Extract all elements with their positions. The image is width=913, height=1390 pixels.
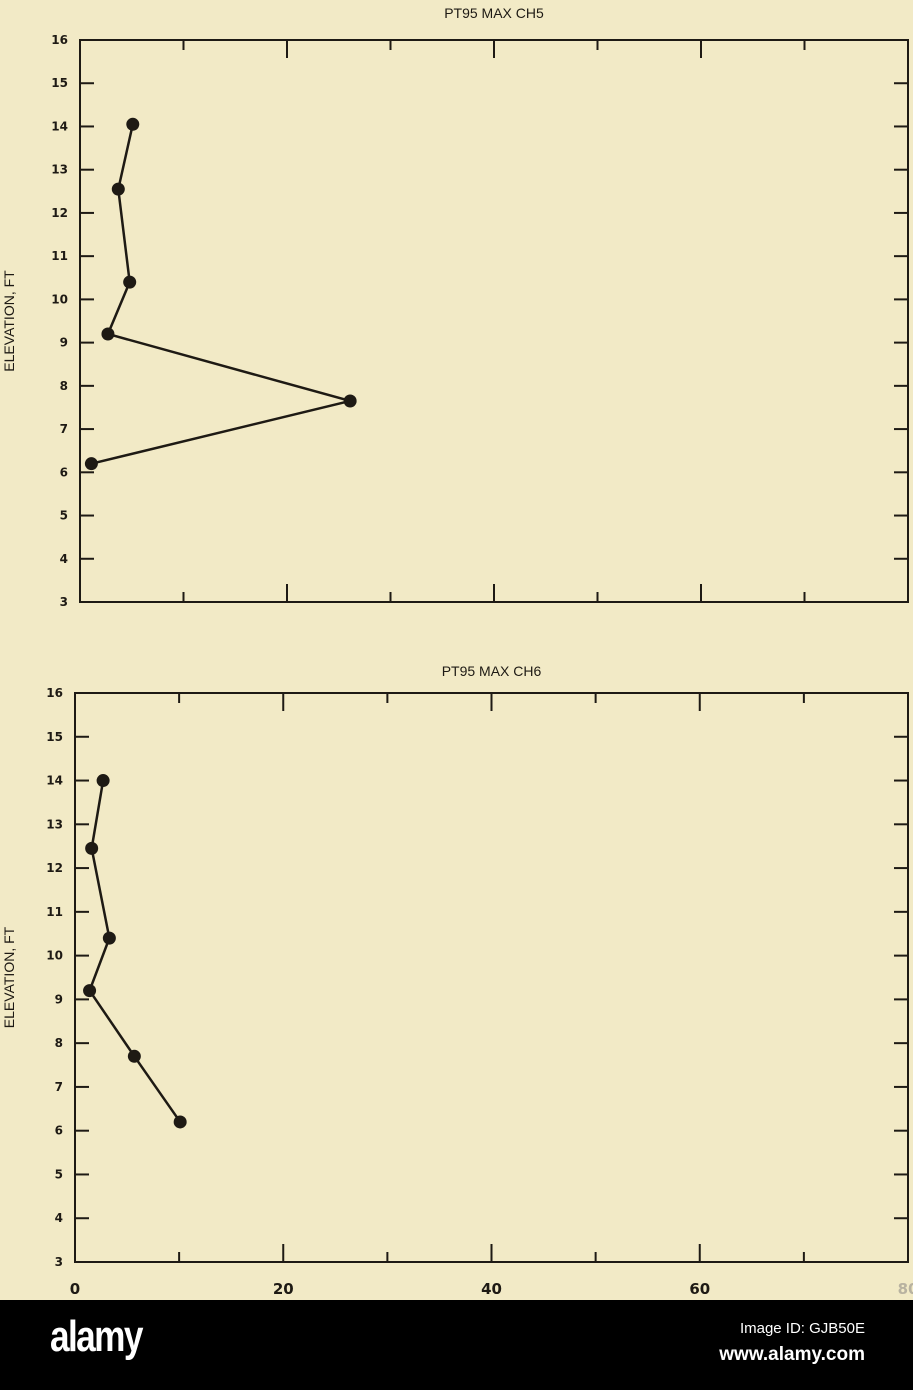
data-point xyxy=(102,931,116,945)
x-tick-label: 60 xyxy=(689,1280,710,1298)
data-point xyxy=(84,457,98,471)
y-tick-label: 4 xyxy=(55,1211,63,1225)
y-tick-label: 3 xyxy=(60,595,68,609)
y-tick-label: 12 xyxy=(46,861,63,875)
site-url: www.alamy.com xyxy=(719,1344,865,1365)
data-point xyxy=(85,841,99,855)
series-line xyxy=(91,124,356,465)
data-point xyxy=(173,1115,187,1129)
y-tick-label: 14 xyxy=(51,119,68,133)
data-point xyxy=(111,182,125,196)
y-tick-label: 16 xyxy=(46,686,63,700)
x-tick-label: 80 xyxy=(898,1280,913,1298)
y-tick-label: 8 xyxy=(60,379,68,393)
plot-frame xyxy=(74,692,909,1263)
y-tick-label: 4 xyxy=(60,552,68,566)
x-tick-label: 40 xyxy=(481,1280,502,1298)
data-point xyxy=(96,774,110,788)
chart-title: PT95 MAX CH6 xyxy=(442,663,542,679)
y-tick-label: 10 xyxy=(46,949,63,963)
y-tick-label: 15 xyxy=(46,730,63,744)
watermark-footer: alamy Image ID: GJB50E www.alamy.com xyxy=(0,1300,913,1390)
data-point xyxy=(343,394,357,408)
y-tick-label: 16 xyxy=(51,33,68,47)
y-tick-label: 5 xyxy=(55,1167,63,1181)
y-tick-label: 6 xyxy=(55,1124,63,1138)
y-tick-label: 15 xyxy=(51,76,68,90)
data-point xyxy=(126,117,140,131)
data-point xyxy=(127,1049,141,1063)
y-tick-label: 11 xyxy=(46,905,63,919)
data-point xyxy=(101,327,115,341)
series-line xyxy=(88,780,182,1123)
y-axis-label: ELEVATION, FT xyxy=(1,926,17,1028)
y-tick-label: 7 xyxy=(60,422,68,436)
y-tick-label: 14 xyxy=(46,774,63,788)
y-tick-label: 11 xyxy=(51,249,68,263)
y-tick-label: 13 xyxy=(46,817,63,831)
y-axis-label: ELEVATION, FT xyxy=(1,270,17,372)
y-tick-label: 3 xyxy=(55,1255,63,1269)
y-tick-label: 6 xyxy=(60,465,68,479)
y-tick-label: 7 xyxy=(55,1080,63,1094)
y-tick-label: 13 xyxy=(51,163,68,177)
chart-figure: PT95 MAX CH5 3 4 5 6 7 8 9 10 11 12 13 14 15 16 ELEVATI… xyxy=(1,5,913,1298)
plot-frame xyxy=(79,39,909,603)
alamy-logo: alamy xyxy=(50,1312,143,1361)
image-id: Image ID: GJB50E xyxy=(739,1320,865,1337)
y-tick-label: 10 xyxy=(51,292,68,306)
y-tick-label: 5 xyxy=(60,509,68,523)
data-point xyxy=(123,275,137,289)
y-tick-label: 9 xyxy=(60,336,68,350)
chart-title: PT95 MAX CH5 xyxy=(444,5,544,21)
x-tick-label: 20 xyxy=(273,1280,294,1298)
data-point xyxy=(83,984,97,998)
x-tick-label: 0 xyxy=(70,1280,80,1298)
y-tick-label: 9 xyxy=(55,992,63,1006)
y-tick-label: 12 xyxy=(51,206,68,220)
y-tick-label: 8 xyxy=(55,1036,63,1050)
